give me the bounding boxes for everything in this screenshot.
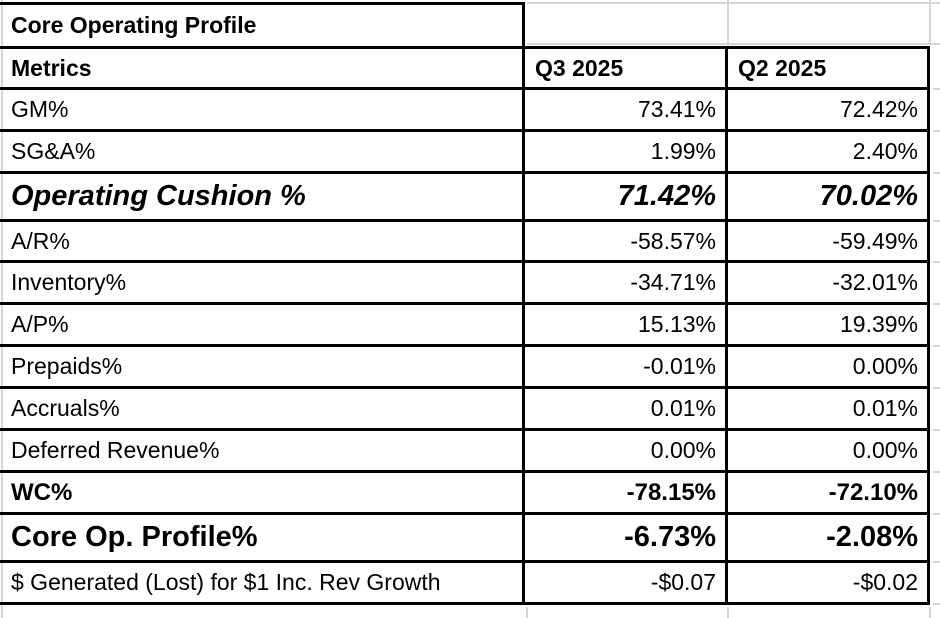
cell-ap-q3[interactable]: 15.13% [525, 305, 728, 347]
cell-gm-q2[interactable]: 72.42% [728, 90, 930, 132]
gridline-margin-tick [933, 303, 940, 305]
cell-title[interactable]: Core Operating Profile [0, 2, 525, 49]
gridline-margin-tick [933, 429, 940, 431]
table-row-core-op-profile: Core Op. Profile% -6.73% -2.08% [0, 515, 930, 563]
gridline-bottom-col1 [526, 607, 528, 618]
cell-inventory-q3[interactable]: -34.71% [525, 263, 728, 305]
gridline-bottom-col3 [929, 607, 931, 618]
cell-core-op-profile-q2[interactable]: -2.08% [728, 515, 930, 563]
gridline-bottom-col2 [727, 607, 729, 618]
cell-sga-q3[interactable]: 1.99% [525, 132, 728, 174]
cell-deferred-revenue-q3[interactable]: 0.00% [525, 431, 728, 473]
cell-prepaids-label[interactable]: Prepaids% [0, 347, 525, 389]
cell-wc-q2[interactable]: -72.10% [728, 473, 930, 515]
cell-inventory-q2[interactable]: -32.01% [728, 263, 930, 305]
table-row-wc: WC% -78.15% -72.10% [0, 473, 930, 515]
table-row-deferred-revenue: Deferred Revenue% 0.00% 0.00% [0, 431, 930, 473]
core-operating-profile-table: Core Operating Profile Metrics Q3 2025 Q… [0, 2, 930, 605]
table-row-inventory: Inventory% -34.71% -32.01% [0, 263, 930, 305]
table-row-dollar-generated: $ Generated (Lost) for $1 Inc. Rev Growt… [0, 563, 930, 605]
table-row-ap: A/P% 15.13% 19.39% [0, 305, 930, 347]
cell-accruals-label[interactable]: Accruals% [0, 389, 525, 431]
cell-prepaids-q2[interactable]: 0.00% [728, 347, 930, 389]
table-row-sga: SG&A% 1.99% 2.40% [0, 132, 930, 174]
cell-sga-q2[interactable]: 2.40% [728, 132, 930, 174]
cell-operating-cushion-q2[interactable]: 70.02% [728, 174, 930, 222]
cell-ap-q2[interactable]: 19.39% [728, 305, 930, 347]
table-row-header: Metrics Q3 2025 Q2 2025 [0, 49, 930, 90]
cell-header-q3[interactable]: Q3 2025 [525, 49, 728, 90]
gridline-margin-tick [933, 130, 940, 132]
cell-operating-cushion-q3[interactable]: 71.42% [525, 174, 728, 222]
gridline-margin-tick [933, 172, 940, 174]
cell-deferred-revenue-q2[interactable]: 0.00% [728, 431, 930, 473]
cell-empty-q3[interactable] [525, 2, 728, 49]
cell-sga-label[interactable]: SG&A% [0, 132, 525, 174]
gridline-margin-tick [933, 471, 940, 473]
cell-ar-q3[interactable]: -58.57% [525, 222, 728, 263]
table-row-accruals: Accruals% 0.01% 0.01% [0, 389, 930, 431]
table-row-gm: GM% 73.41% 72.42% [0, 90, 930, 132]
gridline-row1-bottom [527, 43, 940, 45]
gridline-col-right-top [929, 0, 931, 44]
cell-inventory-label[interactable]: Inventory% [0, 263, 525, 305]
cell-accruals-q2[interactable]: 0.01% [728, 389, 930, 431]
table-row-prepaids: Prepaids% -0.01% 0.00% [0, 347, 930, 389]
gridline-margin-tick [933, 603, 940, 605]
cell-ap-label[interactable]: A/P% [0, 305, 525, 347]
cell-dollar-generated-q2[interactable]: -$0.02 [728, 563, 930, 605]
cell-core-op-profile-label[interactable]: Core Op. Profile% [0, 515, 525, 563]
cell-header-q2[interactable]: Q2 2025 [728, 49, 930, 90]
cell-gm-label[interactable]: GM% [0, 90, 525, 132]
gridline-margin-tick [933, 220, 940, 222]
cell-empty-q2[interactable] [728, 2, 930, 49]
cell-dollar-generated-q3[interactable]: -$0.07 [525, 563, 728, 605]
cell-header-metrics[interactable]: Metrics [0, 49, 525, 90]
cell-dollar-generated-label[interactable]: $ Generated (Lost) for $1 Inc. Rev Growt… [0, 563, 525, 605]
gridline-col-q3-top [727, 0, 729, 46]
table-row-title: Core Operating Profile [0, 2, 930, 49]
table-row-operating-cushion: Operating Cushion % 71.42% 70.02% [0, 174, 930, 222]
table-row-ar: A/R% -58.57% -59.49% [0, 222, 930, 263]
gridline-margin-tick [933, 561, 940, 563]
gridline-margin-tick [933, 345, 940, 347]
gridline-margin-tick [933, 88, 940, 90]
cell-gm-q3[interactable]: 73.41% [525, 90, 728, 132]
cell-wc-q3[interactable]: -78.15% [525, 473, 728, 515]
cell-accruals-q3[interactable]: 0.01% [525, 389, 728, 431]
cell-ar-label[interactable]: A/R% [0, 222, 525, 263]
cell-deferred-revenue-label[interactable]: Deferred Revenue% [0, 431, 525, 473]
cell-wc-label[interactable]: WC% [0, 473, 525, 515]
gridline-margin-tick [933, 387, 940, 389]
cell-ar-q2[interactable]: -59.49% [728, 222, 930, 263]
gridline-margin-tick [933, 513, 940, 515]
gridline-margin-tick [933, 261, 940, 263]
cell-core-op-profile-q3[interactable]: -6.73% [525, 515, 728, 563]
cell-prepaids-q3[interactable]: -0.01% [525, 347, 728, 389]
gridline-top-row [527, 2, 940, 4]
gridline-left-edge [1, 0, 3, 618]
cell-operating-cushion-label[interactable]: Operating Cushion % [0, 174, 525, 222]
